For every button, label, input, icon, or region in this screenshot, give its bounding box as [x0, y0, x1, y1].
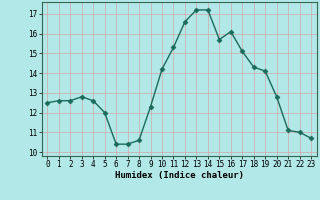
X-axis label: Humidex (Indice chaleur): Humidex (Indice chaleur)	[115, 171, 244, 180]
